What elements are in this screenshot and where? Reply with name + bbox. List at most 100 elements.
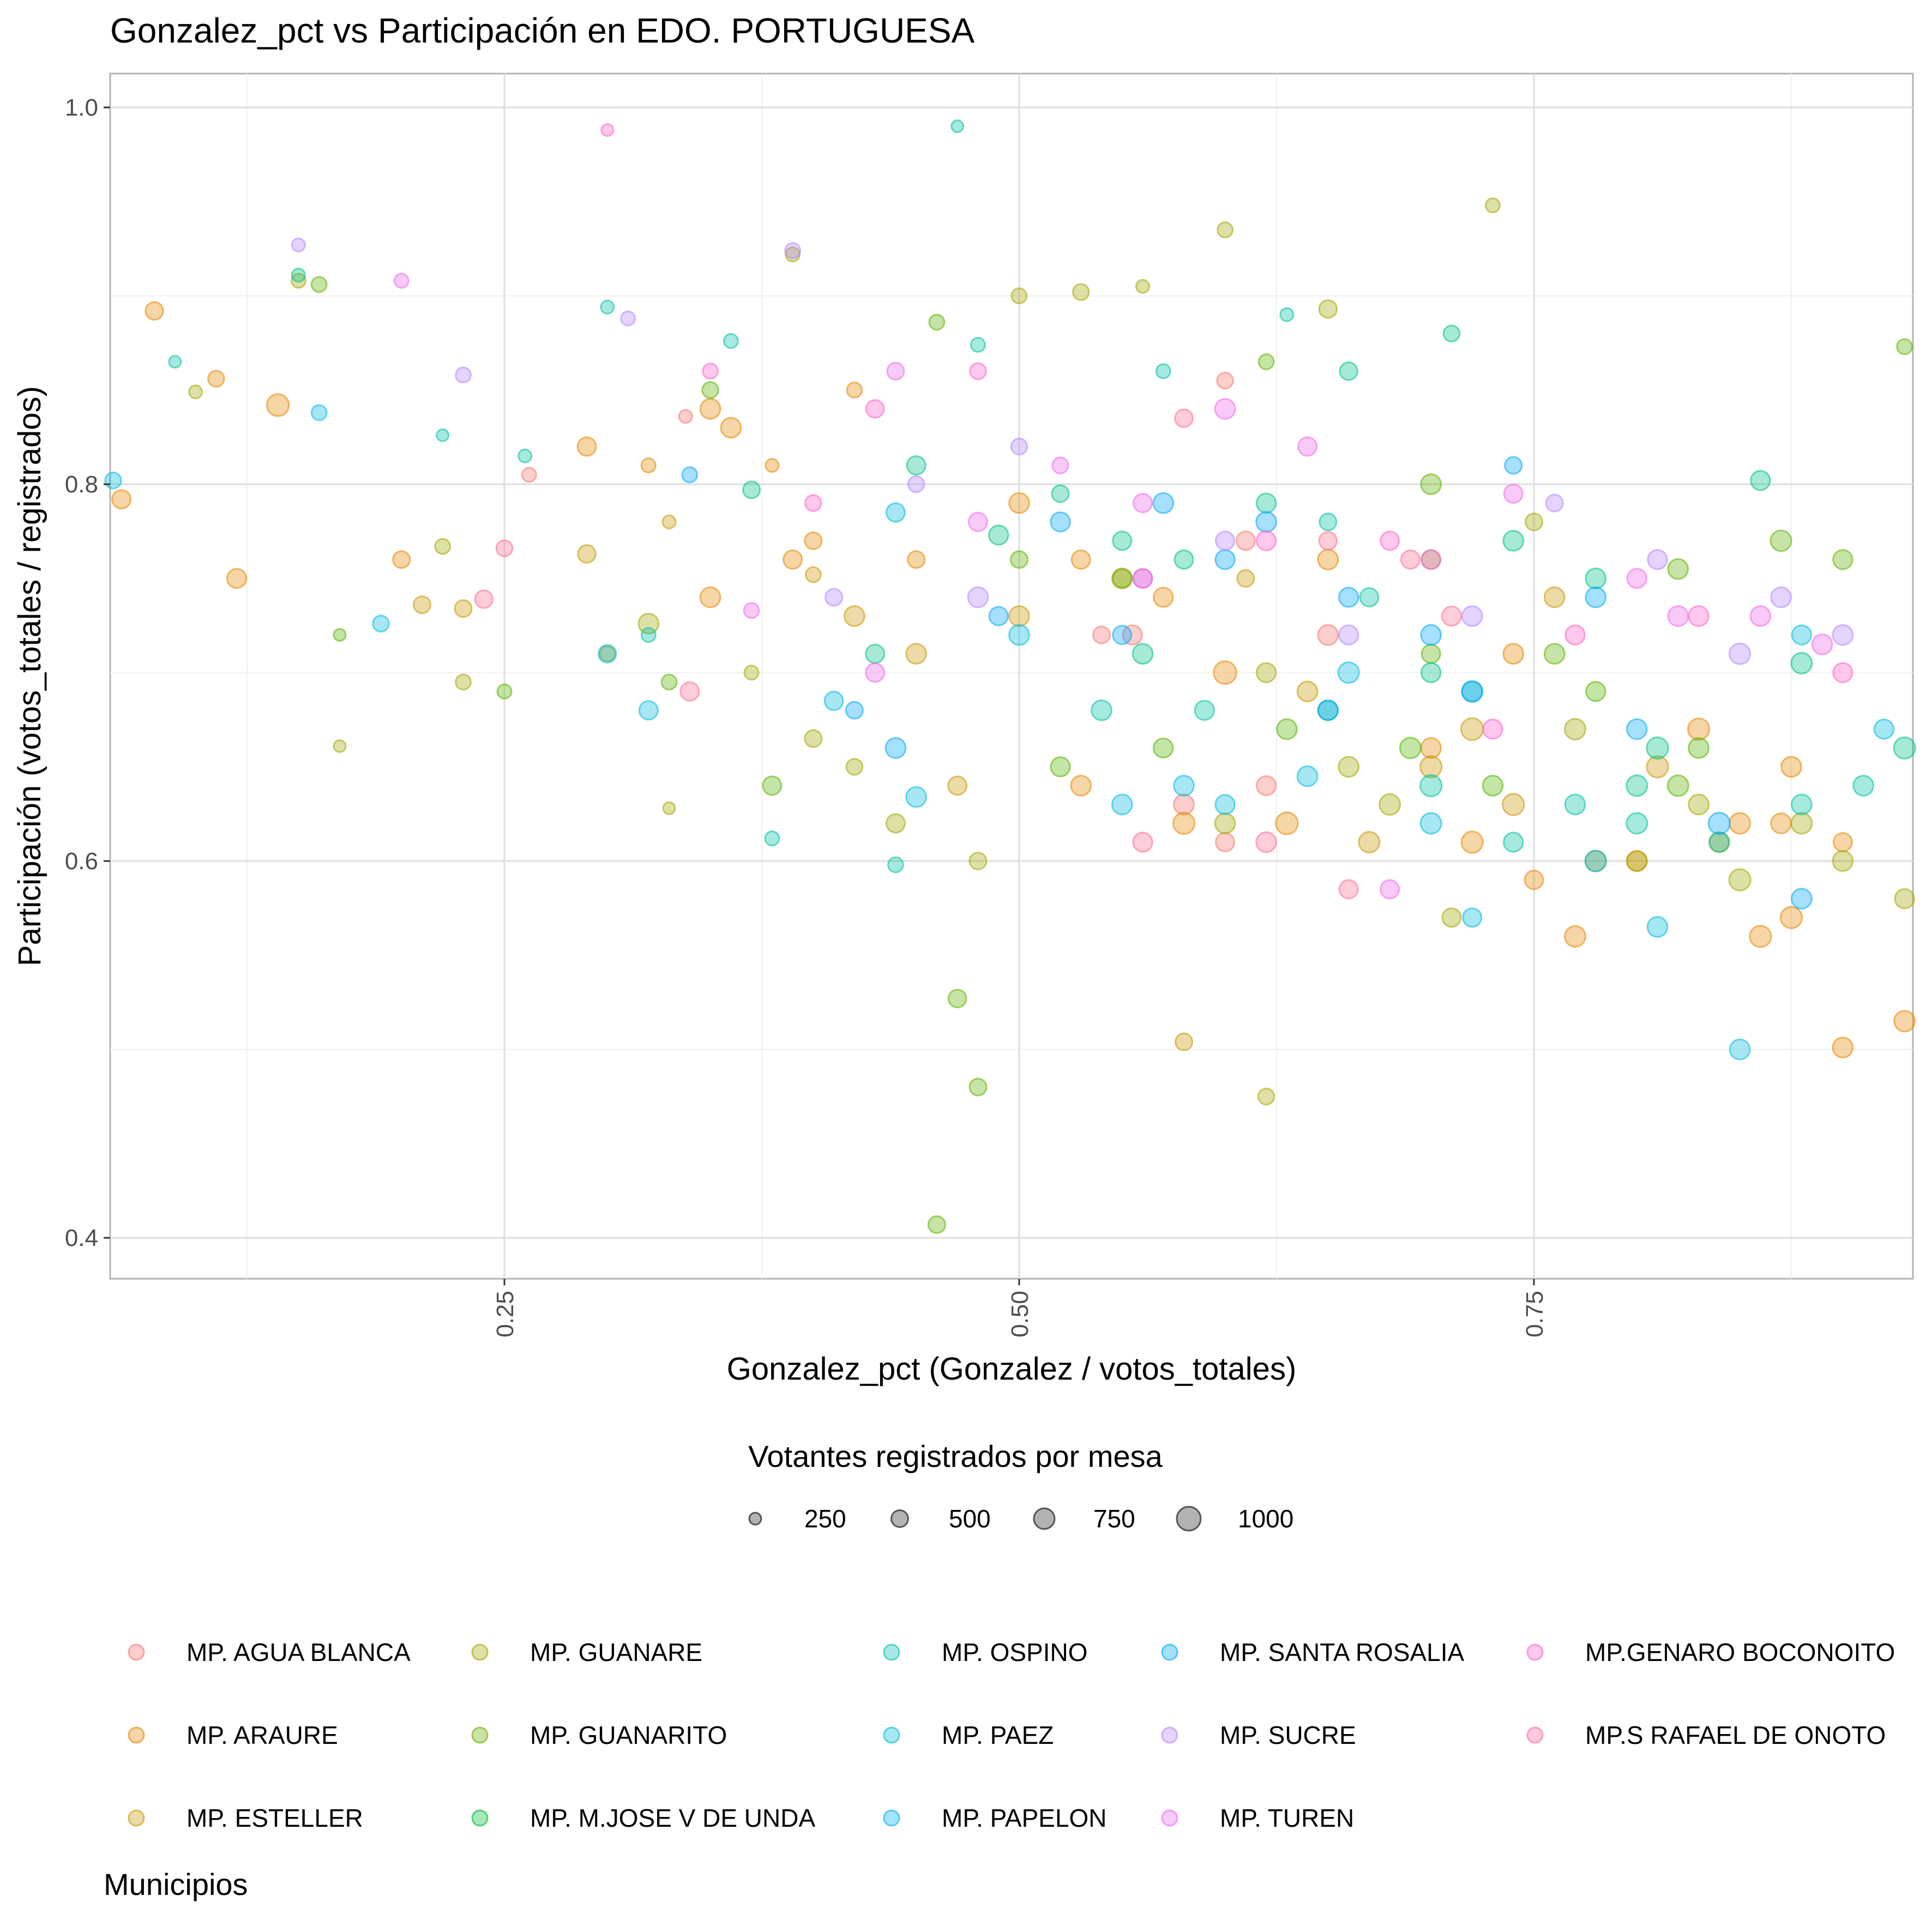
data-point [1050,511,1071,533]
data-point [1647,549,1668,570]
data-point [743,602,760,619]
data-point [600,123,615,137]
size-legend-key [748,1512,762,1526]
data-point [699,586,721,609]
data-point [1112,624,1133,645]
data-point [1484,197,1501,214]
size-legend-label: 250 [804,1504,846,1533]
y-tick-label: 1.0 [65,94,98,121]
data-point [1811,633,1833,655]
data-point [1214,398,1236,420]
data-point [1626,774,1648,797]
data-point [1319,513,1338,532]
data-point [1832,549,1853,570]
data-point [1359,587,1380,607]
data-point [1585,567,1607,589]
data-point [764,830,780,847]
data-point [1236,569,1255,588]
data-point [1832,850,1854,872]
data-point [988,606,1009,627]
data-point [1646,755,1669,779]
data-point [1524,870,1544,890]
data-point [1132,832,1153,853]
size-legend-title: Votantes registrados por mesa [748,1439,1163,1473]
data-point [967,586,989,609]
data-point [1400,549,1421,570]
data-point [765,458,780,473]
data-point [804,729,823,748]
data-point [1296,681,1319,702]
data-point [1131,643,1154,665]
data-point [333,739,347,753]
data-point [1441,605,1462,627]
data-point [1563,718,1587,741]
data-point [1502,793,1525,816]
data-point [1338,879,1359,900]
data-point [927,1215,947,1234]
data-point [226,568,248,589]
data-point [1729,642,1752,665]
legend-label: MP. TUREN [1220,1804,1354,1832]
data-point [1832,624,1854,646]
data-point [886,362,905,381]
data-point [1626,812,1648,835]
data-point [1194,700,1215,721]
data-point [1419,774,1443,797]
data-point [1255,511,1278,533]
data-point [474,589,494,609]
data-point [1626,568,1648,589]
data-point [1728,868,1752,892]
data-point [1667,605,1689,627]
data-point [1504,456,1523,475]
data-point [1790,652,1813,675]
data-point [743,664,760,681]
data-point [1008,492,1030,514]
data-point [947,775,968,796]
legend-label: MP. M.JOSE V DE UNDA [530,1804,815,1832]
data-point [823,690,844,711]
data-point [1317,700,1339,721]
data-point [1279,307,1295,322]
data-point [968,1078,988,1097]
data-point [720,417,742,439]
data-point [1502,643,1525,665]
data-point [1421,643,1441,664]
data-point [1214,812,1236,834]
data-point [496,683,513,700]
data-point [1111,793,1133,816]
legend-label: MP. GUANARITO [530,1721,727,1749]
data-point [1564,624,1586,646]
data-point [1214,794,1236,815]
legend-key [883,1809,900,1827]
data-point [1010,437,1028,456]
data-point [1461,605,1483,627]
data-point [1172,811,1196,835]
size-legend: Votantes registrados por mesa 250 500 750 1… [748,1439,1293,1533]
data-point [1790,793,1813,816]
data-point [1441,907,1462,928]
data-point [310,404,328,422]
data-point [1666,774,1689,797]
x-tick-label: 0.50 [1007,1291,1033,1338]
data-point [947,989,967,1009]
color-legend-items: MP. AGUA BLANCA MP. GUANARE MP. OSPINO MP. … [128,1638,1895,1832]
legend-key [1161,1726,1178,1744]
data-point [291,267,306,283]
data-point [1318,299,1338,319]
data-point [885,813,906,834]
legend-label: MP. ESTELLER [186,1804,363,1832]
data-point [1338,587,1359,608]
data-point [1770,529,1792,552]
data-point [1317,624,1339,646]
data-point [1873,718,1895,740]
data-point [1420,662,1442,683]
data-point [762,775,783,796]
x-axis-label: Gonzalez_pct (Gonzalez / votos_totales) [727,1351,1297,1387]
data-point [1626,718,1648,741]
data-point [884,737,907,759]
legend-key [1161,1809,1178,1827]
data-point [1646,916,1669,938]
data-point [436,428,450,442]
x-tick-label: 0.25 [492,1291,519,1338]
